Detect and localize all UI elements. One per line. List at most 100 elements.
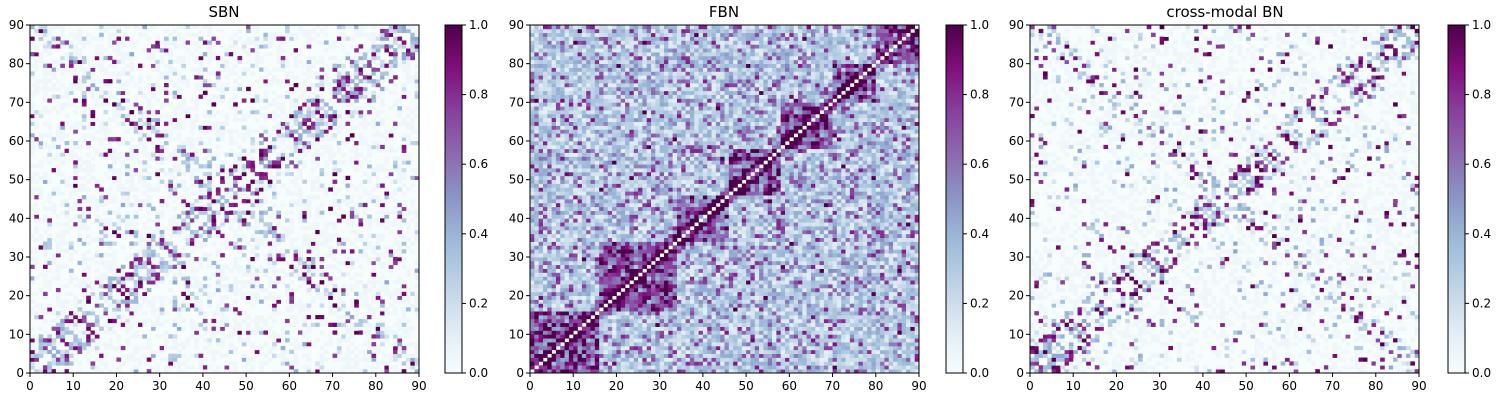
heatmap-cell (81, 260, 87, 266)
heatmap-cell (142, 199, 148, 204)
heatmap-cell (393, 75, 398, 80)
heatmap-cell (401, 55, 407, 61)
heatmap-cell (362, 113, 368, 119)
heatmap-cell (332, 102, 338, 107)
heatmap-cell (819, 365, 825, 370)
heatmap-cell (73, 303, 78, 308)
heatmap-cell (181, 260, 186, 266)
heatmap-cell (315, 210, 320, 215)
heatmap-cell (86, 295, 91, 300)
colorbar (444, 24, 463, 374)
heatmap-cell (224, 183, 230, 188)
heatmap-cell (272, 233, 277, 239)
heatmap-cell (99, 357, 104, 362)
heatmap-cell (414, 303, 420, 308)
colorbar-tick-label: 0.2 (469, 296, 488, 310)
heatmap-cell (888, 342, 894, 347)
heatmap-cell (367, 330, 372, 335)
heatmap-cell (414, 369, 420, 374)
heatmap-cell (280, 257, 286, 262)
heatmap-cell (151, 113, 156, 119)
heatmap-cell (280, 202, 286, 208)
heatmap-cell (319, 113, 325, 119)
heatmap-cell (354, 365, 359, 370)
heatmap-cell (250, 284, 256, 289)
heatmap-cell (246, 264, 251, 269)
heatmap-cell (202, 83, 208, 88)
heatmap-cell (542, 361, 548, 366)
heatmap-cell (380, 338, 385, 343)
heatmap-cell (672, 345, 678, 351)
heatmap-cell (112, 48, 117, 53)
heatmap-cell (698, 338, 704, 343)
heatmap-cell (207, 48, 212, 53)
heatmap-cell (293, 245, 299, 250)
heatmap-cell (276, 334, 282, 339)
heatmap-cell (910, 361, 916, 366)
heatmap-cell (341, 25, 346, 30)
heatmap-cell (81, 71, 87, 76)
heatmap-cell (259, 179, 264, 184)
heatmap-cell (354, 357, 359, 362)
heatmap-cell (228, 222, 234, 227)
heatmap-cell (120, 272, 126, 277)
heatmap-cell (573, 349, 578, 355)
heatmap-cell (198, 168, 204, 173)
heatmap-cell (181, 276, 186, 281)
heatmap-cell (215, 94, 221, 99)
heatmap-cell (189, 67, 195, 72)
heatmap-cell (168, 191, 173, 196)
heatmap-cell (323, 357, 329, 362)
heatmap-cell (176, 148, 182, 153)
heatmap-cell (155, 318, 161, 324)
heatmap-cell (263, 187, 269, 192)
heatmap-cell (336, 199, 342, 204)
heatmap-cell (332, 40, 338, 45)
heatmap-cell (34, 137, 39, 142)
heatmap-cell (99, 257, 104, 262)
heatmap-cell (259, 160, 264, 165)
heatmap-cell (538, 349, 544, 355)
heatmap-cell (185, 287, 191, 293)
heatmap-cell (77, 86, 83, 92)
heatmap-cell (228, 284, 234, 289)
heatmap-cell (599, 357, 604, 362)
heatmap-cell (358, 195, 364, 200)
heatmap-cell (250, 63, 256, 68)
heatmap-cell (810, 357, 816, 362)
heatmap-cell (151, 349, 156, 355)
heatmap-cell (345, 90, 351, 95)
heatmap-cell (836, 365, 842, 370)
heatmap-cell (681, 357, 686, 362)
heatmap-cell (120, 52, 126, 57)
heatmap-cell (393, 365, 398, 370)
heatmap-cell (323, 369, 329, 374)
heatmap-cell (163, 311, 169, 316)
heatmap-cell (107, 222, 113, 227)
heatmap-cell (112, 148, 117, 153)
heatmap-cell (555, 357, 561, 362)
heatmap-cell (302, 63, 307, 68)
heatmap-cell (293, 32, 299, 37)
heatmap-cell (99, 121, 104, 126)
heatmap-cell (410, 168, 416, 173)
heatmap-cell (42, 98, 48, 103)
heatmap-cell (354, 353, 359, 358)
heatmap-cell (103, 25, 109, 30)
heatmap-cell (720, 357, 725, 362)
heatmap-cell (233, 233, 238, 239)
heatmap-cell (612, 345, 617, 351)
heatmap-cell (207, 28, 212, 34)
heatmap-cell (215, 233, 221, 239)
heatmap-cell (51, 83, 57, 88)
heatmap-cell (64, 299, 70, 304)
heatmap-cell (336, 322, 342, 327)
heatmap-cell (42, 276, 48, 281)
heatmap-cell (259, 315, 264, 320)
heatmap-cell (406, 272, 411, 277)
heatmap-cell (159, 75, 165, 80)
heatmap-cell (55, 191, 61, 196)
heatmap-cell (138, 113, 143, 119)
heatmap-cell (159, 160, 165, 165)
heatmap-cell (289, 106, 294, 111)
